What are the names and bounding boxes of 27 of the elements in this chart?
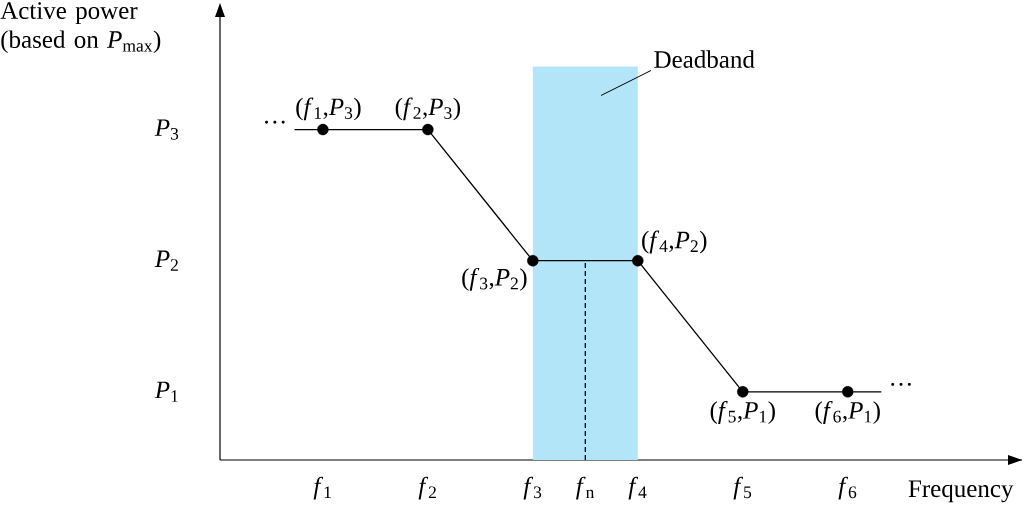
- x-tick-label: f$_{4}$: [628, 476, 647, 500]
- x-tick-label: f$_{6}$: [838, 476, 857, 500]
- annotation: ···: [891, 382, 911, 386]
- point: [422, 123, 434, 136]
- x-axis-title: Frequency: [908, 480, 1014, 503]
- annotation: (f$_{1}$,P$_{3}$): [296, 97, 361, 121]
- point: [632, 254, 644, 267]
- annotation: (f$_{5}$,P$_{1}$): [710, 401, 775, 424]
- y-tick-label: P$_{2}$: [154, 250, 178, 271]
- annotation: ···: [265, 120, 285, 124]
- y-tick-label: P$_{1}$: [154, 381, 178, 402]
- x-tick-label: f$_{3}$: [523, 476, 542, 500]
- y-axis-title: Active power (based on P$_{max}$): [0, 2, 161, 54]
- annotation: (f$_{4}$,P$_{2}$): [642, 230, 707, 254]
- x-tick-label: f$_{1}$: [313, 476, 331, 500]
- annotation: (f$_{3}$,P$_{2}$): [462, 267, 527, 291]
- x-tick-label: f$_{5}$: [733, 476, 752, 500]
- point: [842, 386, 854, 398]
- series-label: Deadband: [654, 50, 755, 68]
- point: [317, 123, 329, 136]
- annotation: (f$_{2}$,P$_{3}$): [395, 97, 461, 121]
- point: [737, 386, 749, 398]
- x-tick-label: f$_{2}$: [418, 476, 436, 500]
- annotation: (f$_{6}$,P$_{1}$): [815, 401, 880, 424]
- point: [527, 254, 539, 267]
- y-tick-label: P$_{3}$: [154, 119, 179, 140]
- x-tick-label: f$_{n}$: [576, 476, 595, 500]
